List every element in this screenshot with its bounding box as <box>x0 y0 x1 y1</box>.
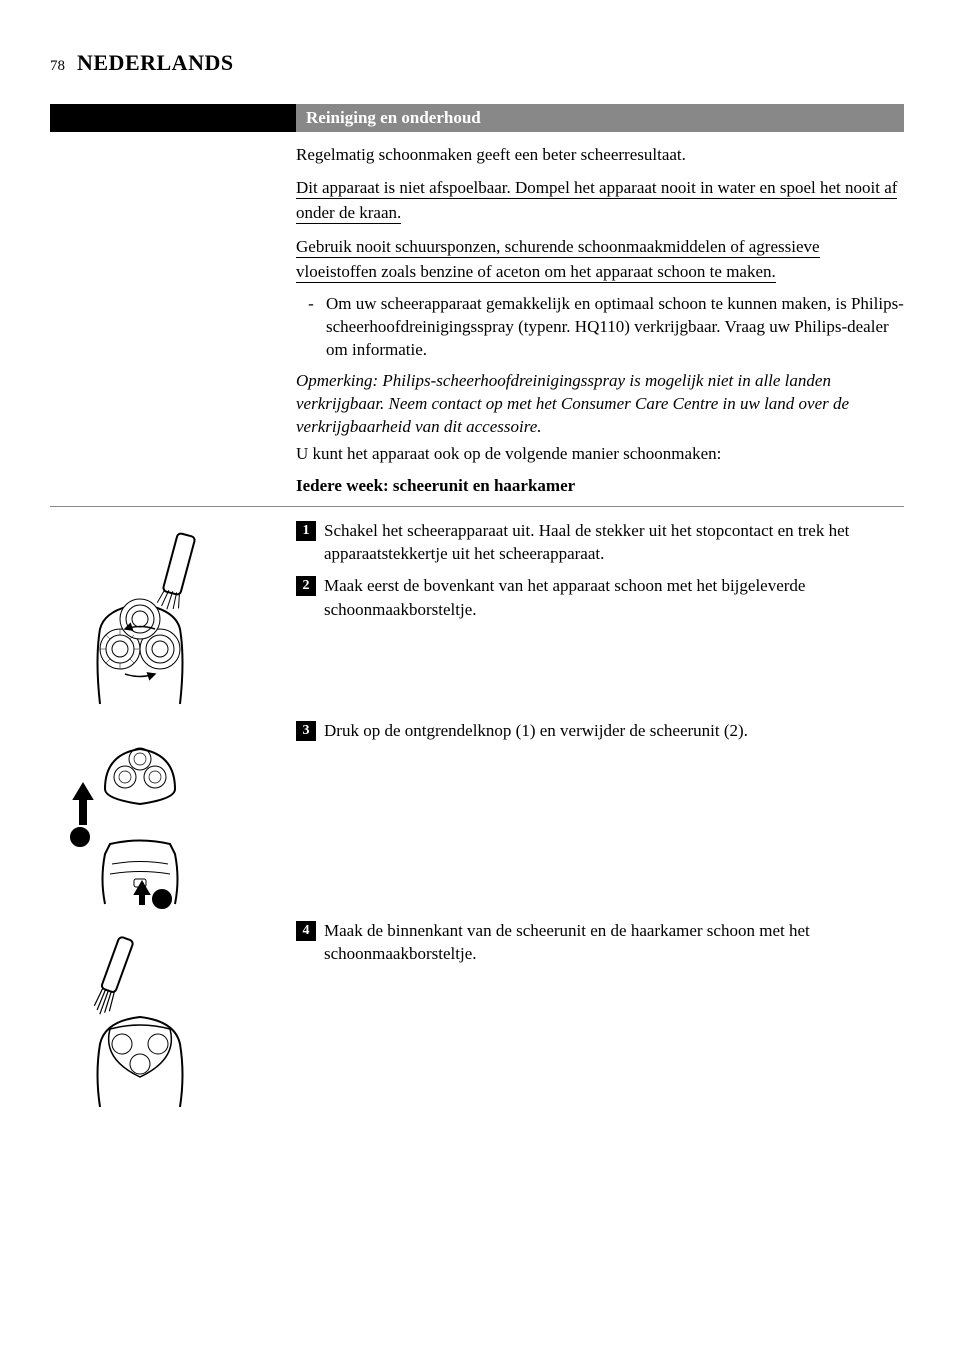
page-number: 78 <box>50 58 65 75</box>
bullet-marker: - <box>296 293 326 362</box>
svg-text:1: 1 <box>158 892 165 907</box>
divider-rule <box>50 506 904 507</box>
step-block-1-2: 1 Schakel het scheerapparaat uit. Haal d… <box>50 519 904 719</box>
step-text: Maak de binnenkant van de scheerunit en … <box>324 919 904 967</box>
language-heading: NEDERLANDS <box>77 50 234 76</box>
illustration-brush-inside <box>50 929 230 1109</box>
note-italic: Opmerking: Philips-scheerhoofdreinigings… <box>296 370 904 439</box>
section-title-bar: Reiniging en onderhoud <box>50 104 904 132</box>
step-number-badge: 1 <box>296 521 316 541</box>
step-2: 2 Maak eerst de bovenkant van het appara… <box>296 574 904 622</box>
step-text: Schakel het scheerapparaat uit. Haal de … <box>324 519 904 567</box>
step-block-3: 2 1 3 Druk op de ontgrendelknop (1) en v… <box>50 719 904 919</box>
note-followup: U kunt het apparaat ook op de volgende m… <box>296 443 904 466</box>
section-bar-black <box>50 104 296 132</box>
step-text: Maak eerst de bovenkant van het apparaat… <box>324 574 904 622</box>
step-number-badge: 3 <box>296 721 316 741</box>
intro-block: Regelmatig schoonmaken geeft een beter s… <box>50 144 904 502</box>
illustration-brush-top <box>50 529 230 709</box>
subsection-heading: Iedere week: scheerunit en haarkamer <box>296 476 904 496</box>
page-header: 78 NEDERLANDS <box>50 50 904 76</box>
bullet-item: - Om uw scheerapparaat gemakkelijk en op… <box>296 293 904 362</box>
bullet-text: Om uw scheerapparaat gemakkelijk en opti… <box>326 293 904 362</box>
step-number-badge: 2 <box>296 576 316 596</box>
section-title: Reiniging en onderhoud <box>296 104 904 132</box>
step-4: 4 Maak de binnenkant van de scheerunit e… <box>296 919 904 967</box>
svg-text:2: 2 <box>76 830 83 845</box>
step-3: 3 Druk op de ontgrendelknop (1) en verwi… <box>296 719 904 743</box>
illustration-remove-unit: 2 1 <box>50 729 230 909</box>
intro-text: Regelmatig schoonmaken geeft een beter s… <box>296 144 904 167</box>
step-number-badge: 4 <box>296 921 316 941</box>
step-text: Druk op de ontgrendelknop (1) en verwijd… <box>324 719 904 743</box>
warning-2: Gebruik nooit schuursponzen, schurende s… <box>296 234 904 285</box>
step-block-4: 4 Maak de binnenkant van de scheerunit e… <box>50 919 904 1119</box>
step-1: 1 Schakel het scheerapparaat uit. Haal d… <box>296 519 904 567</box>
warning-1: Dit apparaat is niet afspoelbaar. Dompel… <box>296 175 904 226</box>
